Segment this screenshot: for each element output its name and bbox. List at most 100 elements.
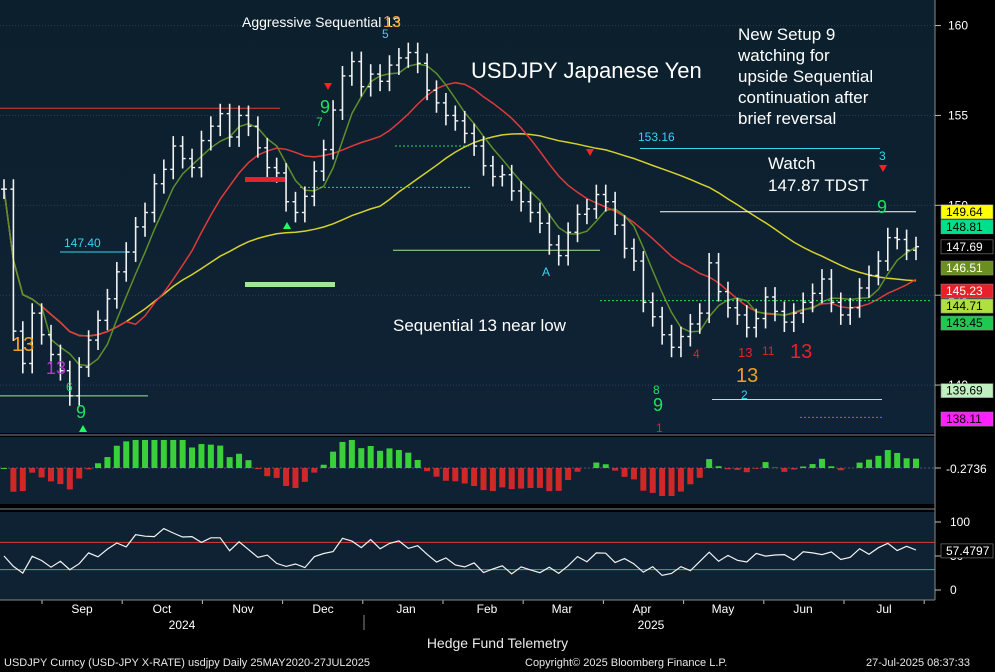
- price-bar: [762, 287, 769, 329]
- td-count-A: A: [542, 265, 550, 279]
- macd-bar: [828, 466, 835, 468]
- annotation-tdst: 147.87 TDST: [768, 176, 869, 195]
- macd-bar: [856, 462, 863, 468]
- macd-bar: [273, 468, 280, 478]
- price-bar: [395, 48, 402, 75]
- macd-bar: [113, 445, 120, 468]
- macd-bar: [471, 468, 478, 487]
- price-bar: [264, 137, 271, 178]
- month-label: Nov: [232, 602, 253, 616]
- annotation-setup-line4: continuation after: [738, 88, 869, 107]
- price-panel: [0, 0, 935, 433]
- price-bar: [809, 283, 816, 313]
- price-bar: [781, 301, 788, 333]
- macd-bar: [743, 468, 750, 473]
- macd-bar: [546, 468, 553, 492]
- macd-bar: [236, 453, 243, 468]
- price-bar: [283, 163, 290, 212]
- macd-bar: [499, 468, 506, 488]
- price-bar: [367, 64, 374, 97]
- price-bar: [245, 105, 252, 137]
- month-label: Jan: [396, 602, 415, 616]
- price-bar: [706, 252, 713, 324]
- price-bar: [913, 236, 919, 261]
- price-bar: [828, 269, 835, 313]
- macd-bar: [301, 468, 308, 482]
- td-count-9: 9: [877, 197, 887, 217]
- macd-bar: [254, 468, 261, 470]
- td-count-13: 13: [383, 14, 401, 31]
- price-value-label: 138.11: [940, 411, 994, 427]
- price-bar: [76, 357, 83, 406]
- macd-bar: [894, 452, 901, 468]
- svg-text:143.45: 143.45: [946, 316, 983, 330]
- rsi-panel: [0, 512, 935, 600]
- price-bar: [621, 215, 628, 259]
- price-bar: [659, 306, 666, 345]
- macd-bar: [433, 468, 440, 477]
- annotation-setup-line1: New Setup 9: [738, 25, 835, 44]
- price-bar: [583, 199, 590, 225]
- price-bar: [226, 103, 233, 147]
- price-bar: [818, 269, 825, 304]
- macd-bar: [283, 468, 290, 486]
- price-bar: [132, 217, 139, 262]
- price-bar: [508, 164, 515, 201]
- macd-bar: [630, 468, 637, 480]
- macd-bar: [424, 468, 431, 472]
- macd-bar: [179, 440, 186, 468]
- level-label-153: 153.16: [638, 130, 675, 144]
- footer-timestamp: 27-Jul-2025 08:37:33: [866, 657, 970, 669]
- macd-bar: [377, 450, 384, 468]
- price-bar: [1, 179, 7, 200]
- annotation-setup-line5: brief reversal: [738, 109, 836, 128]
- price-bar: [536, 202, 543, 234]
- footer-bar: USDJPY Curncy (USD-JPY X-RATE) usdjpy Da…: [0, 656, 995, 672]
- macd-bar: [245, 460, 252, 468]
- price-bar: [593, 184, 600, 219]
- price-tick-label: 155: [948, 108, 968, 122]
- macd-bar: [809, 464, 816, 468]
- macd-bar: [367, 446, 374, 468]
- macd-bar: [395, 450, 402, 468]
- macd-bar: [1, 468, 7, 469]
- td-count-3: 3: [879, 149, 886, 163]
- price-bar: [29, 303, 36, 374]
- macd-bar: [837, 468, 844, 471]
- price-bar: [113, 261, 120, 309]
- price-bar: [480, 136, 487, 176]
- macd-bar: [198, 444, 205, 468]
- price-bar: [151, 173, 158, 223]
- td-count-4: 4: [693, 347, 700, 361]
- macd-bar: [292, 468, 299, 489]
- macd-bar: [706, 459, 713, 468]
- month-label: Jun: [793, 602, 812, 616]
- rsi-tick-label: 0: [950, 583, 957, 597]
- svg-text:139.69: 139.69: [946, 384, 983, 398]
- svg-text:149.64: 149.64: [946, 205, 983, 219]
- macd-bar: [903, 458, 910, 468]
- td-count-13: 13: [738, 345, 752, 360]
- td-count-13: 13: [46, 358, 66, 378]
- month-label: Jul: [876, 602, 891, 616]
- price-bar: [743, 305, 750, 338]
- annotation-aggressive-13: Aggressive Sequential 13: [242, 14, 401, 30]
- rsi-value-box: [940, 543, 994, 559]
- svg-text:147.69: 147.69: [946, 240, 983, 254]
- price-bar: [377, 64, 384, 92]
- price-bar: [358, 51, 365, 97]
- price-bar: [414, 42, 421, 74]
- price-bar: [160, 159, 167, 194]
- month-label: Mar: [552, 602, 573, 616]
- macd-bar: [518, 468, 525, 489]
- macd-bar: [386, 448, 393, 468]
- price-bar: [10, 179, 17, 342]
- macd-bar: [800, 466, 807, 468]
- price-bar: [386, 55, 393, 92]
- macd-bar: [358, 448, 365, 468]
- price-bar: [602, 184, 609, 212]
- macd-bar: [57, 468, 64, 485]
- rsi-line: [3, 527, 917, 577]
- price-bar: [320, 139, 327, 182]
- td-count-13: 13: [790, 341, 812, 363]
